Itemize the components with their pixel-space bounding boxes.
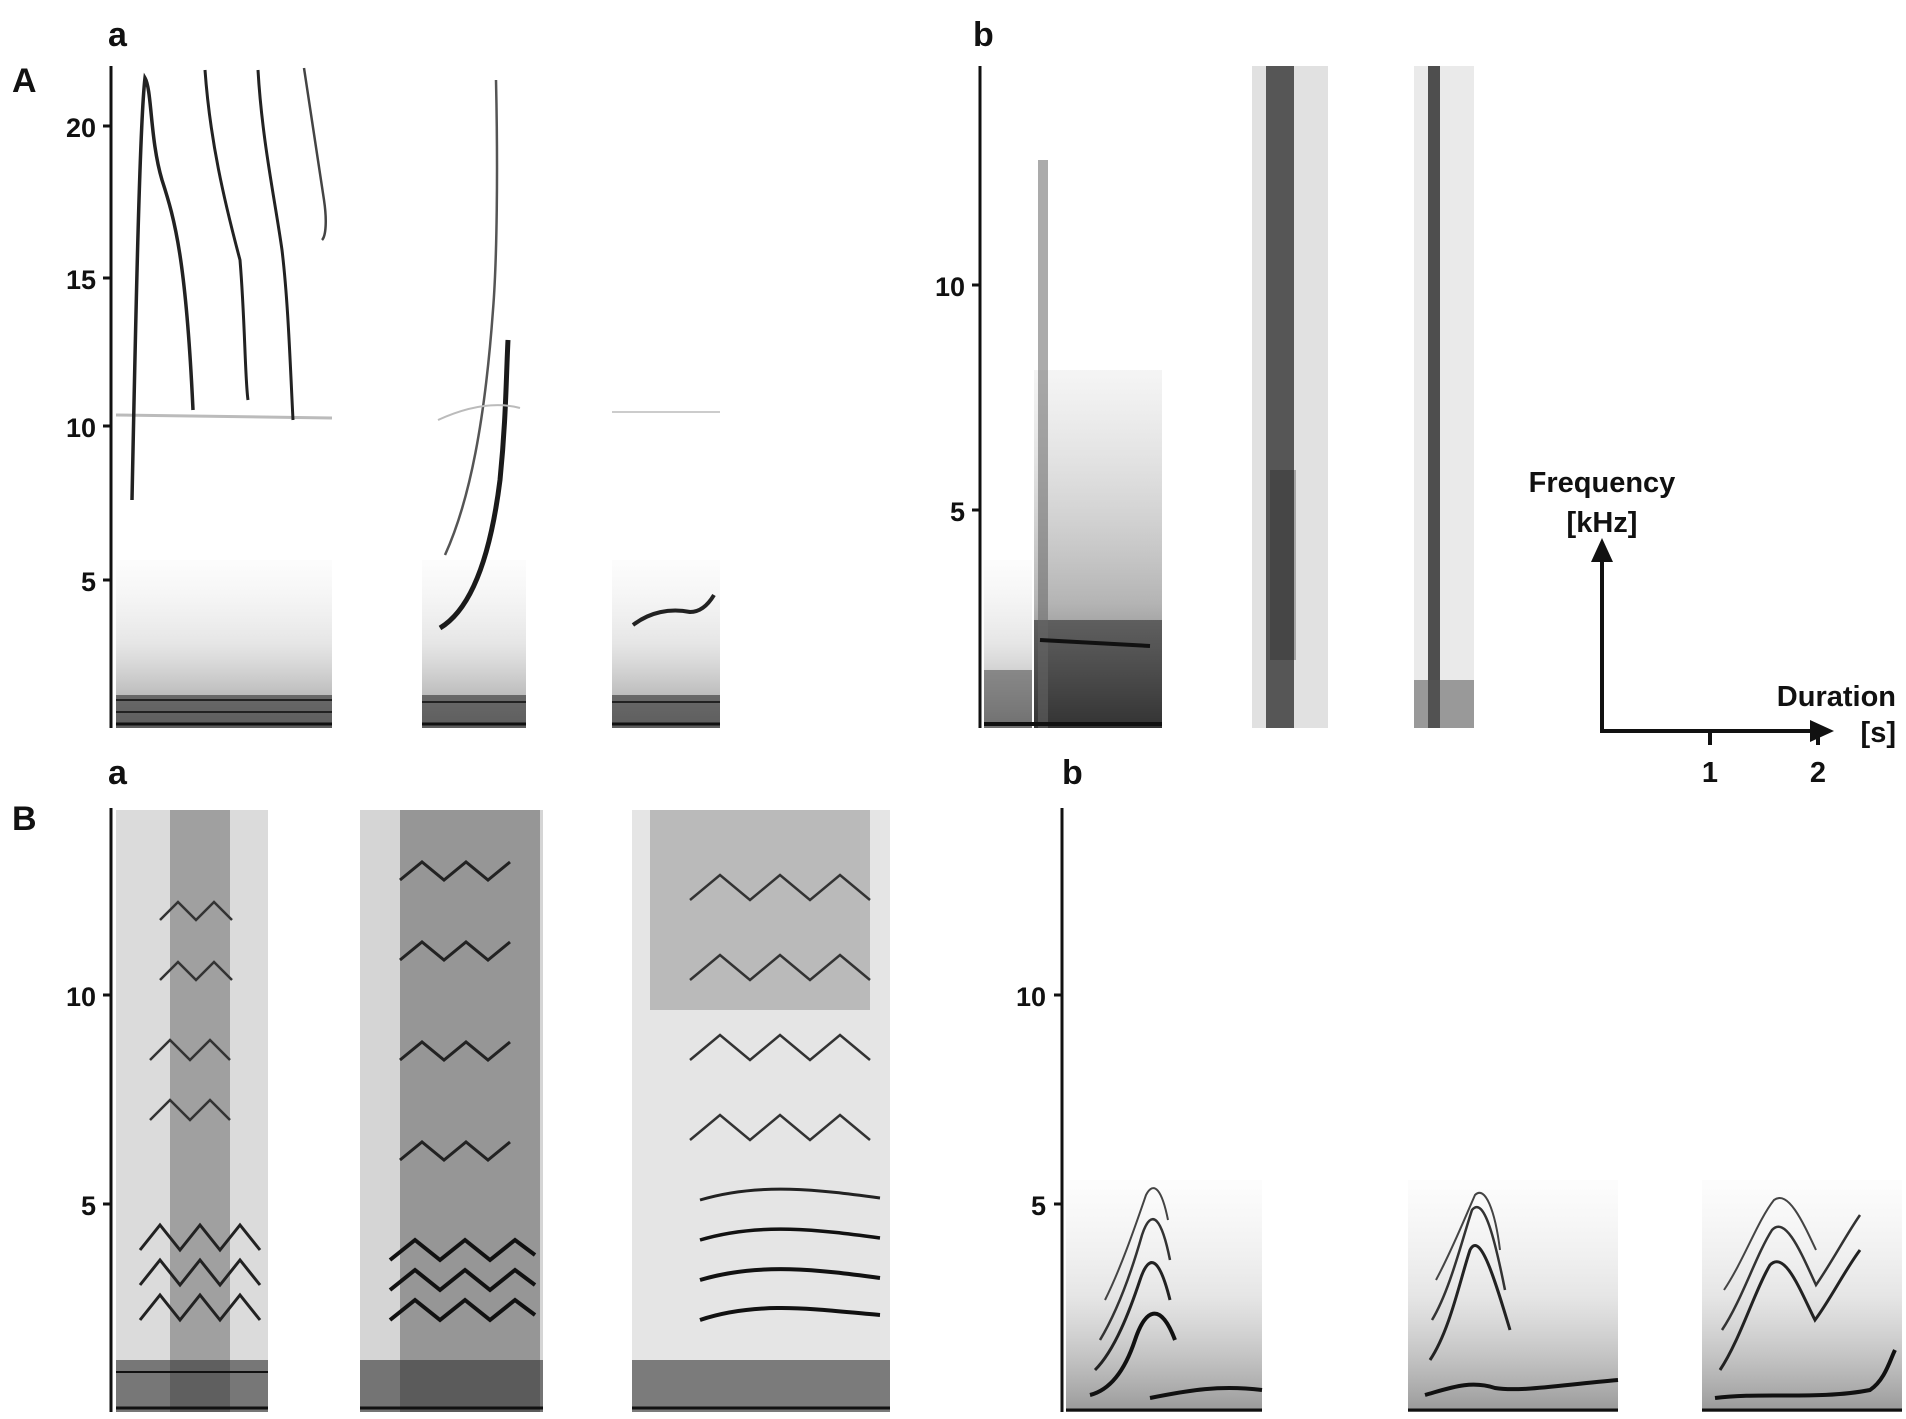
panel-b-b-ytick-10: 10	[1016, 982, 1046, 1012]
panel-a-b-spectrogram: b 10 5	[935, 16, 1474, 728]
panel-b-b-spectrogram: b 10 5	[1016, 754, 1902, 1412]
panel-a-b-ytick-10: 10	[935, 272, 965, 302]
panel-a-a-ytick-10: 10	[66, 413, 96, 443]
panel-a-label: A	[12, 62, 37, 100]
scale-xtick-1: 1	[1702, 757, 1718, 789]
panel-b-b-sublabel: b	[1062, 754, 1083, 792]
panel-b-a-ytick-10: 10	[66, 982, 96, 1012]
panel-a-a-ytick-20: 20	[66, 113, 96, 143]
scale-y-label-line1: Frequency	[1529, 467, 1676, 499]
panel-a-a-spectrogram: a 20 15 10 5	[66, 16, 720, 728]
panel-a-a-ytick-5: 5	[81, 567, 96, 597]
panel-a-a-ytick-15: 15	[66, 265, 96, 295]
panel-b-a-sublabel: a	[108, 754, 128, 792]
scale-xtick-2: 2	[1810, 757, 1826, 789]
scale-y-label-line2: [kHz]	[1567, 507, 1638, 539]
panel-b-a-spectrogram: a 10 5	[66, 754, 890, 1412]
panel-a-b-ytick-5: 5	[950, 497, 965, 527]
panel-b-label: B	[12, 800, 37, 838]
panel-b-b-ytick-5: 5	[1031, 1191, 1046, 1221]
panel-a-b-sublabel: b	[973, 16, 994, 54]
scale-bar: Frequency [kHz] 1 2 Duration [s]	[1529, 467, 1896, 789]
scale-x-label-line2: [s]	[1861, 717, 1896, 749]
panel-a-a-sublabel: a	[108, 16, 128, 54]
panel-b-a-ytick-5: 5	[81, 1191, 96, 1221]
scale-x-label-line1: Duration	[1777, 681, 1896, 713]
